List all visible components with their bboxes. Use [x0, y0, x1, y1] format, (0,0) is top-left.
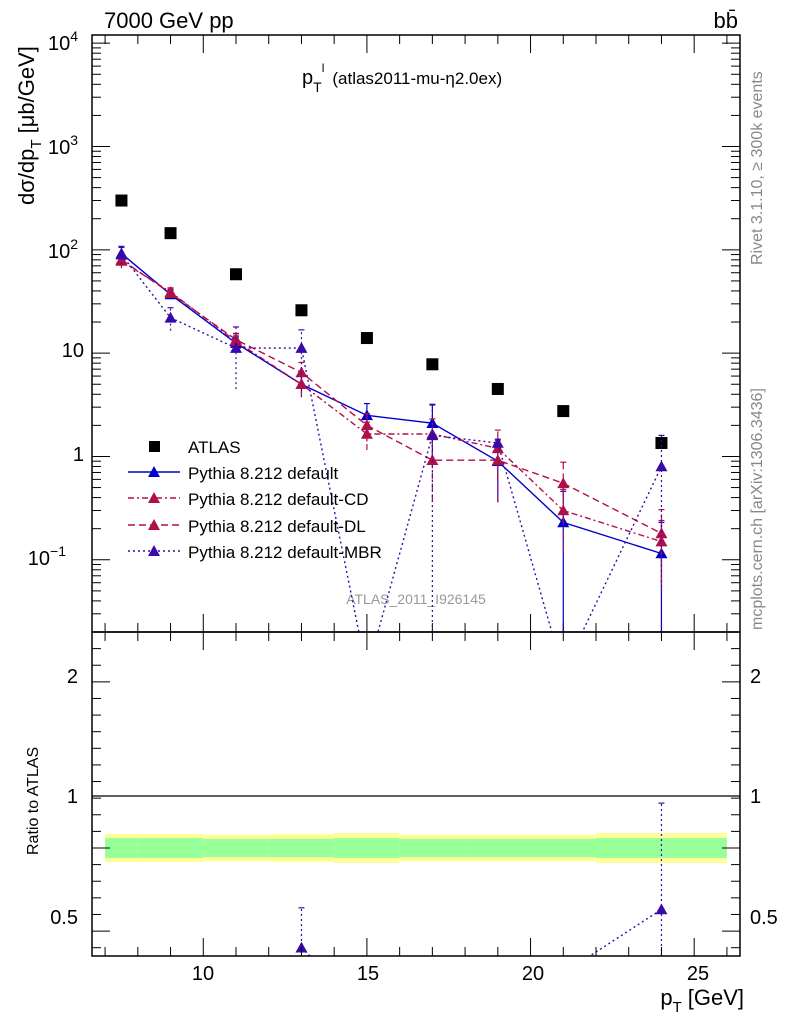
data-point-atlas [360, 332, 373, 345]
data-point-atlas [491, 382, 504, 395]
x-tick-label: 15 [357, 963, 379, 985]
data-point-atlas [655, 436, 668, 449]
data-point-default [426, 417, 439, 428]
ratio-frame [91, 631, 741, 957]
data-point-atlas [164, 227, 177, 240]
mcplots-label: mcplots.cern.ch [arXiv:1306.3436] [749, 388, 766, 630]
ratio-tick-label: 1 [750, 786, 761, 808]
header-left: 7000 GeV pp [104, 8, 234, 33]
ratio-tick-label: 2 [750, 666, 761, 688]
y-axis-label: dσ/dpT[μb/GeV] [14, 46, 45, 205]
ratio-bands [105, 833, 727, 863]
data-point-dl [360, 419, 373, 431]
legend-marker-cd [148, 492, 160, 503]
data-point-atlas [230, 268, 242, 281]
y-tick-label: 103 [48, 132, 78, 159]
ratio-band-inner [596, 838, 727, 858]
ratio-tick-label: 0.5 [50, 907, 78, 929]
ratio-y-label: Ratio to ATLAS [25, 747, 42, 855]
legend: ATLAS Pythia 8.212 default Pythia 8.212 … [128, 438, 382, 562]
y-tick-label: 10−1 [28, 543, 66, 570]
ratio-band-inner [334, 838, 400, 858]
ratio-band-inner [105, 838, 138, 858]
header-right: bb̄ [714, 8, 738, 33]
data-point-dl [655, 527, 668, 539]
rivet-label: Rivet 3.1.10, ≥ 300k events [749, 71, 766, 265]
data-point-mbr [426, 429, 439, 441]
y-tick-labels: 104 103 102 10 1 10−1 [28, 28, 84, 570]
ratio-ticks [92, 632, 740, 956]
ratio-tick-label: 2 [67, 666, 78, 688]
data-point-mbr [230, 342, 242, 353]
ratio-data [295, 802, 668, 956]
y-tick-label: 10 [62, 340, 84, 362]
data-point-dl [164, 287, 177, 299]
legend-marker-mbr [148, 545, 160, 556]
series-line-cd [121, 260, 662, 543]
data-point-mbr [491, 436, 504, 448]
legend-label: Pythia 8.212 default-CD [188, 490, 369, 509]
main-panel: pTl(atlas2011-mu-η2.0ex) dσ/dpT[μb/GeV] … [14, 28, 741, 633]
legend-label: ATLAS [188, 438, 241, 457]
x-tick-label: 20 [522, 963, 544, 985]
data-point-atlas [557, 405, 570, 418]
x-axis-label: pT [GeV] [660, 985, 744, 1016]
y-tick-label: 104 [48, 28, 78, 55]
main-data [115, 194, 668, 632]
legend-marker-dl [148, 519, 160, 530]
y-tick-label: 102 [48, 236, 78, 263]
data-point-dl [426, 454, 439, 466]
ratio-band-inner [465, 838, 531, 858]
ratio-tick-label: 0.5 [750, 907, 778, 929]
legend-label: Pythia 8.212 default-MBR [188, 543, 382, 562]
ratio-band-inner [268, 838, 335, 858]
data-point-atlas [426, 358, 439, 371]
y-tick-label: 1 [73, 444, 84, 466]
ratio-band-inner [137, 838, 204, 858]
ratio-band-inner [530, 838, 596, 858]
data-point-mbr [115, 248, 128, 260]
watermark: ATLAS_2011_I926145 [346, 591, 486, 607]
data-point-atlas [295, 304, 308, 317]
x-tick-label: 10 [192, 963, 214, 985]
data-point-cd [360, 427, 373, 439]
data-point-dl [557, 477, 570, 489]
data-point-mbr [655, 460, 668, 472]
ratio-point-mbr [655, 903, 668, 915]
legend-marker-atlas [149, 441, 160, 452]
ratio-panel: Ratio to ATLAS 2 1 0.5 2 1 0.5 10 15 20 … [25, 631, 778, 1016]
data-point-dl [491, 454, 504, 466]
legend-label: Pythia 8.212 default [188, 464, 339, 483]
ratio-band-inner [399, 838, 466, 858]
x-tick-label: 25 [687, 963, 709, 985]
data-point-mbr [164, 311, 177, 323]
ratio-band-inner [203, 838, 269, 858]
ratio-tick-label: 1 [67, 786, 78, 808]
legend-label: Pythia 8.212 default-DL [188, 517, 366, 536]
panel-title: pTl(atlas2011-mu-η2.0ex) [302, 61, 502, 95]
data-point-mbr [295, 342, 308, 353]
legend-marker-default [148, 466, 160, 477]
data-point-dl [295, 366, 308, 378]
data-point-atlas [115, 194, 128, 207]
